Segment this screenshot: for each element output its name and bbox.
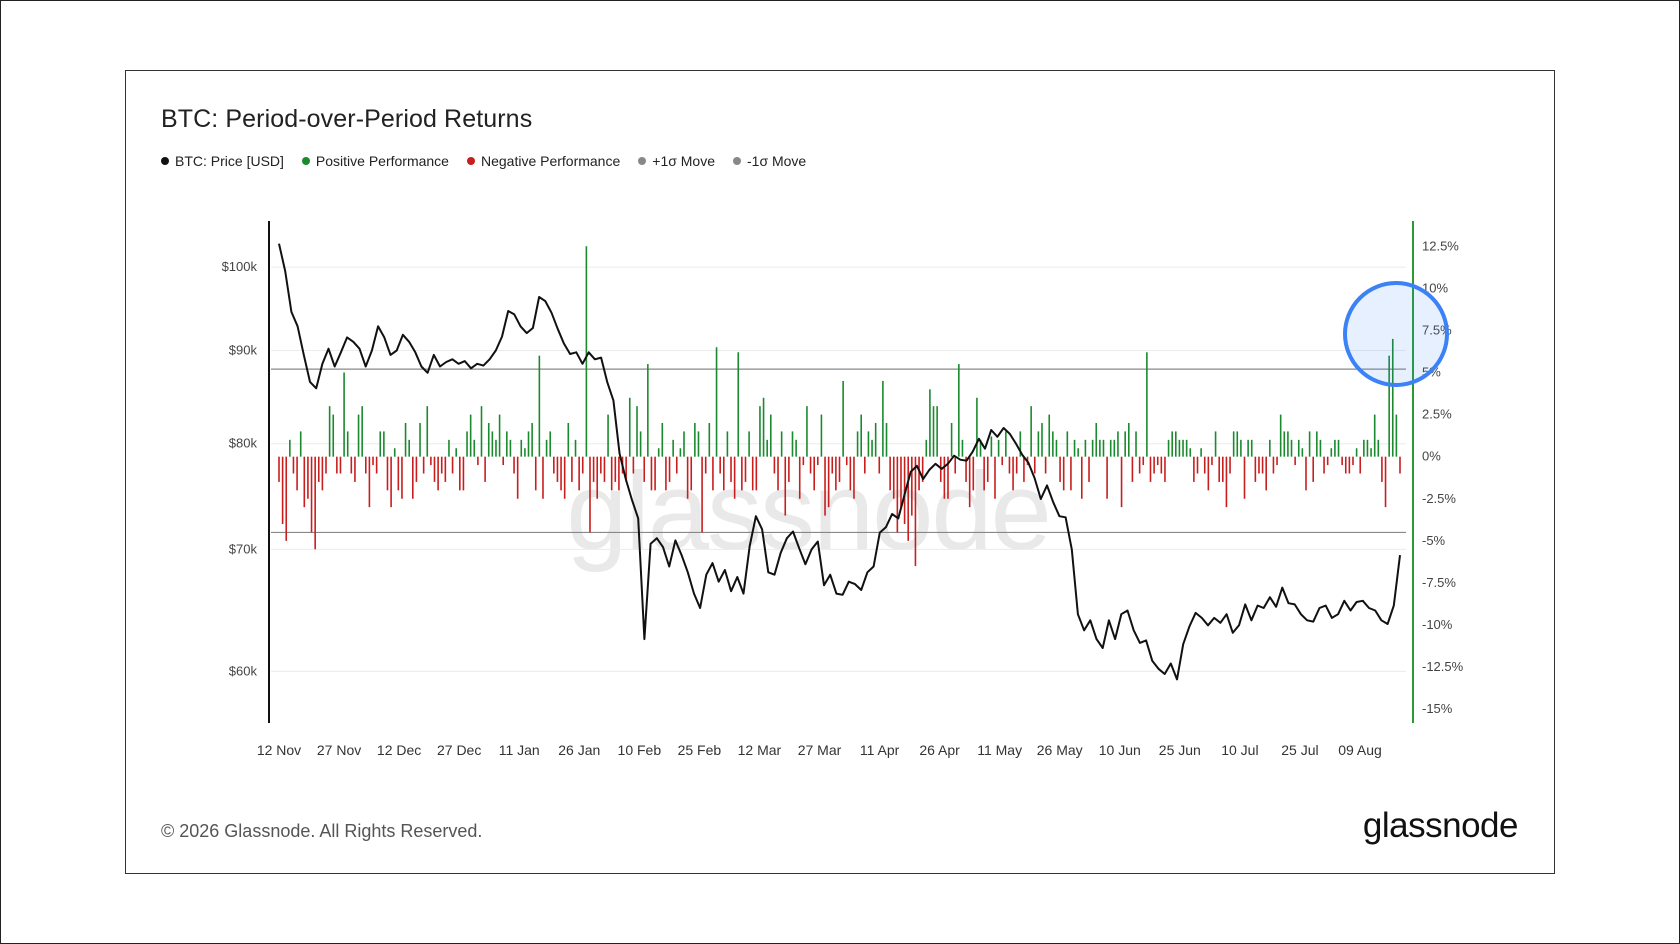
return-bars — [278, 246, 1401, 567]
x-tick-label: 27 Nov — [317, 742, 361, 758]
legend-item[interactable]: BTC: Price [USD] — [161, 153, 284, 169]
x-tick-label: 27 Mar — [798, 742, 842, 758]
legend-swatch — [638, 157, 647, 165]
gridlines — [271, 266, 1406, 672]
y2-tick-label: -2.5% — [1422, 491, 1456, 506]
y2-tick-label: -7.5% — [1422, 575, 1456, 590]
legend-item[interactable]: Negative Performance — [466, 153, 621, 169]
legend-item[interactable]: -1σ Move — [733, 153, 806, 169]
y2-tick-label: -5% — [1422, 533, 1446, 548]
x-tick-label: 12 Nov — [257, 742, 301, 758]
watermark: glassnode — [566, 450, 1050, 573]
y2-tick-label: 12.5% — [1422, 238, 1459, 253]
x-tick-label: 25 Feb — [678, 742, 722, 758]
chart-title: BTC: Period-over-Period Returns — [161, 105, 533, 133]
legend-label: BTC: Price [USD] — [175, 153, 284, 169]
x-tick-label: 10 Feb — [618, 742, 662, 758]
x-tick-label: 11 Jan — [499, 742, 540, 758]
chart-plot: glassnode $100k$90k$80k$70k$60k12.5%10%7… — [222, 221, 1464, 758]
x-tick-label: 10 Jun — [1099, 742, 1141, 758]
x-tick-label: 25 Jul — [1281, 742, 1318, 758]
y-tick-label: $90k — [229, 343, 258, 358]
y2-tick-label: 2.5% — [1422, 407, 1452, 422]
x-tick-label: 26 Apr — [919, 742, 960, 758]
x-tick-label: 26 Jan — [558, 742, 600, 758]
x-tick-label: 12 Mar — [738, 742, 782, 758]
chart-card: BTC: Period-over-Period Returns BTC: Pri… — [125, 70, 1555, 874]
y-tick-label: $100k — [222, 259, 258, 274]
legend-item[interactable]: +1σ Move — [638, 153, 715, 169]
x-tick-label: 25 Jun — [1159, 742, 1201, 758]
y-tick-label: $70k — [229, 541, 258, 556]
price-line-group — [278, 243, 1401, 681]
x-tick-label: 11 Apr — [860, 742, 900, 758]
x-tick-label: 26 May — [1037, 742, 1083, 758]
legend-swatch — [161, 157, 169, 165]
legend-swatch — [301, 157, 310, 165]
y2-tick-label: 0% — [1422, 449, 1441, 464]
price-line — [278, 243, 1401, 681]
highlight-circle — [1343, 281, 1449, 387]
legend-item[interactable]: Positive Performance — [301, 153, 449, 169]
y2-tick-label: 10% — [1422, 280, 1448, 295]
sigma-bands — [271, 368, 1406, 534]
axes: $100k$90k$80k$70k$60k12.5%10%7.5%5%2.5%0… — [222, 221, 1464, 758]
brand-logo: glassnode — [1362, 806, 1519, 845]
x-tick-label: 09 Aug — [1338, 742, 1382, 758]
legend-swatch — [733, 157, 741, 165]
legend-label: -1σ Move — [747, 153, 807, 169]
x-tick-label: 12 Dec — [377, 742, 421, 758]
y2-tick-label: -10% — [1422, 617, 1453, 632]
copyright-text: © 2026 Glassnode. All Rights Reserved. — [161, 821, 483, 841]
x-tick-label: 10 Jul — [1221, 742, 1258, 758]
y2-tick-label: -12.5% — [1422, 659, 1464, 674]
x-tick-label: 11 May — [977, 742, 1022, 758]
legend-label: +1σ Move — [652, 153, 715, 169]
legend-swatch — [466, 157, 475, 165]
y-tick-label: $80k — [229, 436, 258, 451]
x-tick-label: 27 Dec — [437, 742, 481, 758]
legend-label: Negative Performance — [480, 153, 621, 169]
y2-tick-label: -15% — [1422, 701, 1453, 716]
legend-label: Positive Performance — [315, 153, 449, 169]
highlight-ring — [1343, 281, 1449, 387]
legend: BTC: Price [USD] Positive Performance Nega… — [161, 153, 806, 169]
y-tick-label: $60k — [229, 663, 258, 678]
